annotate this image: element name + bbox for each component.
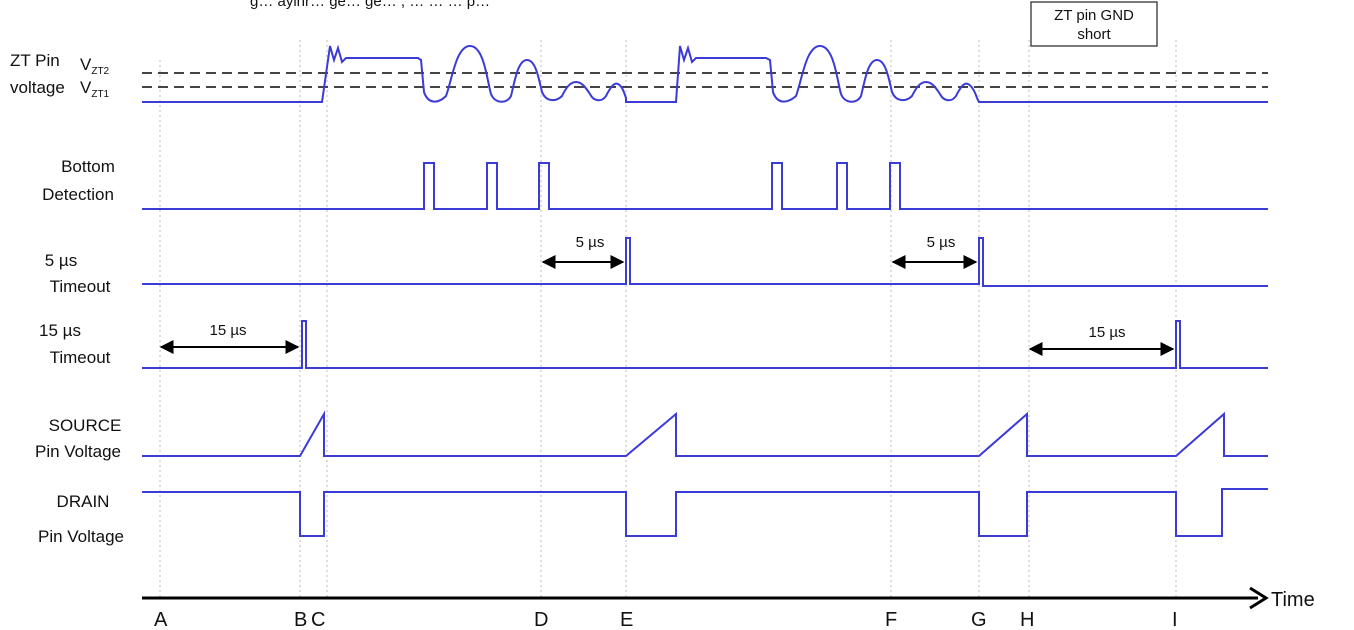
source-label-line1: SOURCE <box>49 416 122 435</box>
drain-label-line2: Pin Voltage <box>38 527 124 546</box>
time-axis: Time A B C D E F G H I <box>142 586 1315 630</box>
event-label-I: I <box>1172 609 1178 630</box>
bottom-label-line2: Detection <box>42 185 114 204</box>
event-label-C: C <box>311 609 325 630</box>
event-label-G: G <box>971 609 987 630</box>
zt-label-line1: ZT Pin <box>10 51 60 70</box>
event-label-H: H <box>1020 609 1034 630</box>
interval-15us-second: 15 µs <box>1028 324 1175 356</box>
t5-label-line2: Timeout <box>50 277 111 296</box>
gnd-short-note: ZT pin GND short <box>1030 1 1158 47</box>
bottom-detection-wave <box>142 162 1268 210</box>
timeout-5us-wave <box>142 237 1268 287</box>
interval-5us-first-label: 5 µs <box>576 234 605 251</box>
event-label-B: B <box>294 609 307 630</box>
source-pin-voltage-wave <box>142 410 1268 457</box>
interval-15us-second-label: 15 µs <box>1089 324 1126 341</box>
t15-label-line2: Timeout <box>50 348 111 367</box>
vzt2-label: VZT2 <box>80 55 110 77</box>
gnd-short-note-line1: ZT pin GND <box>1054 7 1134 24</box>
drain-label-line1: DRAIN <box>57 492 110 511</box>
t5-label-line1: 5 µs <box>45 251 77 270</box>
timeout-15us-wave <box>142 320 1268 369</box>
time-axis-label: Time <box>1271 589 1315 611</box>
caption-fragment: g… ayinr… ge… ge… , … … … p… <box>250 0 490 10</box>
gnd-short-note-line2: short <box>1077 26 1111 43</box>
vzt1-label: VZT1 <box>80 78 110 100</box>
bottom-label-line1: Bottom <box>61 157 115 176</box>
event-label-A: A <box>154 609 168 630</box>
signal-labels: ZT Pin voltage Bottom Detection 5 µs Tim… <box>10 51 124 546</box>
zt-pin-voltage-wave <box>142 44 1268 103</box>
drain-pin-voltage-wave <box>142 488 1268 537</box>
event-gridlines <box>159 40 1177 598</box>
source-label-line2: Pin Voltage <box>35 442 121 461</box>
event-label-E: E <box>620 609 633 630</box>
interval-15us-first-label: 15 µs <box>210 322 247 339</box>
interval-5us-first: 5 µs <box>541 234 625 269</box>
event-label-F: F <box>885 609 897 630</box>
zt-label-line2: voltage <box>10 78 65 97</box>
interval-5us-second: 5 µs <box>891 234 978 269</box>
interval-15us-first: 15 µs <box>159 322 300 354</box>
interval-5us-second-label: 5 µs <box>927 234 956 251</box>
event-label-D: D <box>534 609 548 630</box>
t15-label-line1: 15 µs <box>39 321 81 340</box>
